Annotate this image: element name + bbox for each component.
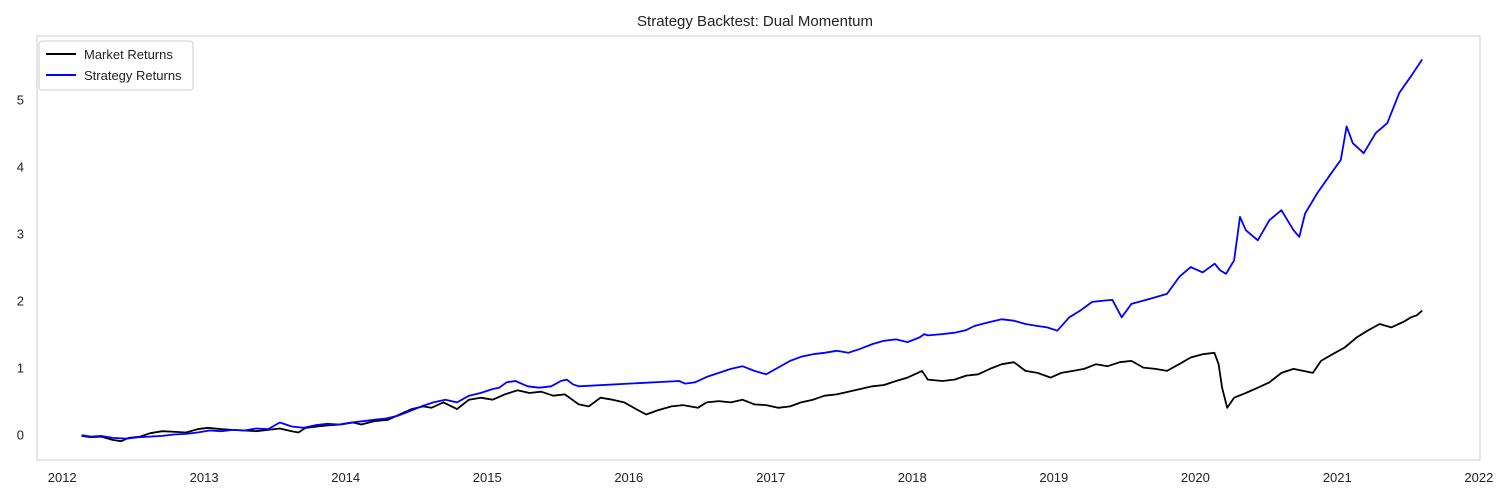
y-tick-label: 0: [17, 428, 24, 443]
y-tick-label: 3: [17, 227, 24, 242]
plot-frame: [36, 35, 1481, 461]
legend-label: Market Returns: [84, 47, 173, 62]
x-tick-label: 2018: [898, 470, 927, 485]
legend-label: Strategy Returns: [84, 68, 182, 83]
legend-box: [38, 40, 194, 91]
x-tick-label: 2019: [1039, 470, 1068, 485]
legend: Market Returns Strategy Returns: [38, 40, 194, 91]
x-tick-label: 2012: [48, 470, 77, 485]
x-tick-label: 2015: [473, 470, 502, 485]
x-tick-label: 2021: [1323, 470, 1352, 485]
x-tick-label: 2020: [1181, 470, 1210, 485]
x-tick-label: 2014: [331, 470, 360, 485]
x-tick-label: 2022: [1464, 470, 1493, 485]
x-tick-label: 2016: [614, 470, 643, 485]
axis-layer: 2012 2013 2014 2015 2016 2017 2018 2019 2020 2021…: [17, 93, 1494, 485]
x-tick-label: 2013: [190, 470, 219, 485]
y-tick-label: 1: [17, 361, 24, 376]
series-line-market-returns: [81, 309, 1423, 443]
y-tick-label: 4: [17, 160, 24, 175]
plot-area: [36, 35, 1481, 461]
y-tick-label: 5: [17, 93, 24, 108]
chart-title: Strategy Backtest: Dual Momentum: [637, 13, 873, 30]
series-layer: [81, 58, 1423, 443]
x-tick-label: 2017: [756, 470, 785, 485]
series-line-strategy-returns: [81, 58, 1423, 440]
y-tick-label: 2: [17, 294, 24, 309]
